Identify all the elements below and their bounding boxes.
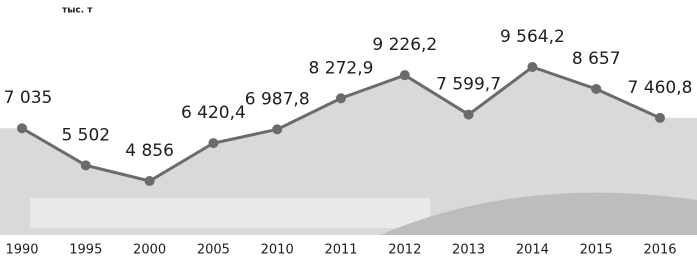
value-label: 5 502 [61, 125, 110, 145]
field-pattern [30, 198, 430, 228]
point [272, 124, 282, 134]
x-tick-label: 1995 [69, 243, 102, 258]
value-label: 4 856 [125, 141, 174, 161]
point [81, 160, 91, 170]
unit-label: тыс. т [62, 6, 93, 16]
value-label: 9 564,2 [500, 27, 565, 47]
x-tick-label: 2016 [643, 243, 676, 258]
x-tick-label: 2010 [261, 243, 294, 258]
x-tick-label: 2005 [197, 243, 230, 258]
value-label: 6 987,8 [245, 89, 310, 109]
point [527, 62, 537, 72]
chart: тыс. т 7 035 5 502 4 856 6 420,46 987,8 8 27… [0, 0, 697, 258]
point [208, 138, 218, 148]
value-label: 8 272,9 [309, 58, 374, 78]
point [655, 113, 665, 123]
point [464, 110, 474, 120]
value-label: 8 657 [572, 49, 621, 69]
x-tick-label: 1990 [5, 243, 38, 258]
point [336, 93, 346, 103]
value-label: 9 226,2 [372, 35, 437, 55]
x-tick-label: 2014 [516, 243, 549, 258]
x-tick-label: 2012 [388, 243, 421, 258]
x-tick-label: 2013 [452, 243, 485, 258]
point [400, 70, 410, 80]
x-tick-label: 2015 [580, 243, 613, 258]
point [591, 84, 601, 94]
value-label: 7 035 [4, 88, 53, 108]
x-tick-label: 2000 [133, 243, 166, 258]
point [17, 123, 27, 133]
value-label: 7 599,7 [436, 75, 501, 95]
value-label: 7 460,8 [628, 78, 693, 98]
x-tick-label: 2011 [324, 243, 357, 258]
value-label: 6 420,4 [181, 103, 246, 123]
point [145, 176, 155, 186]
